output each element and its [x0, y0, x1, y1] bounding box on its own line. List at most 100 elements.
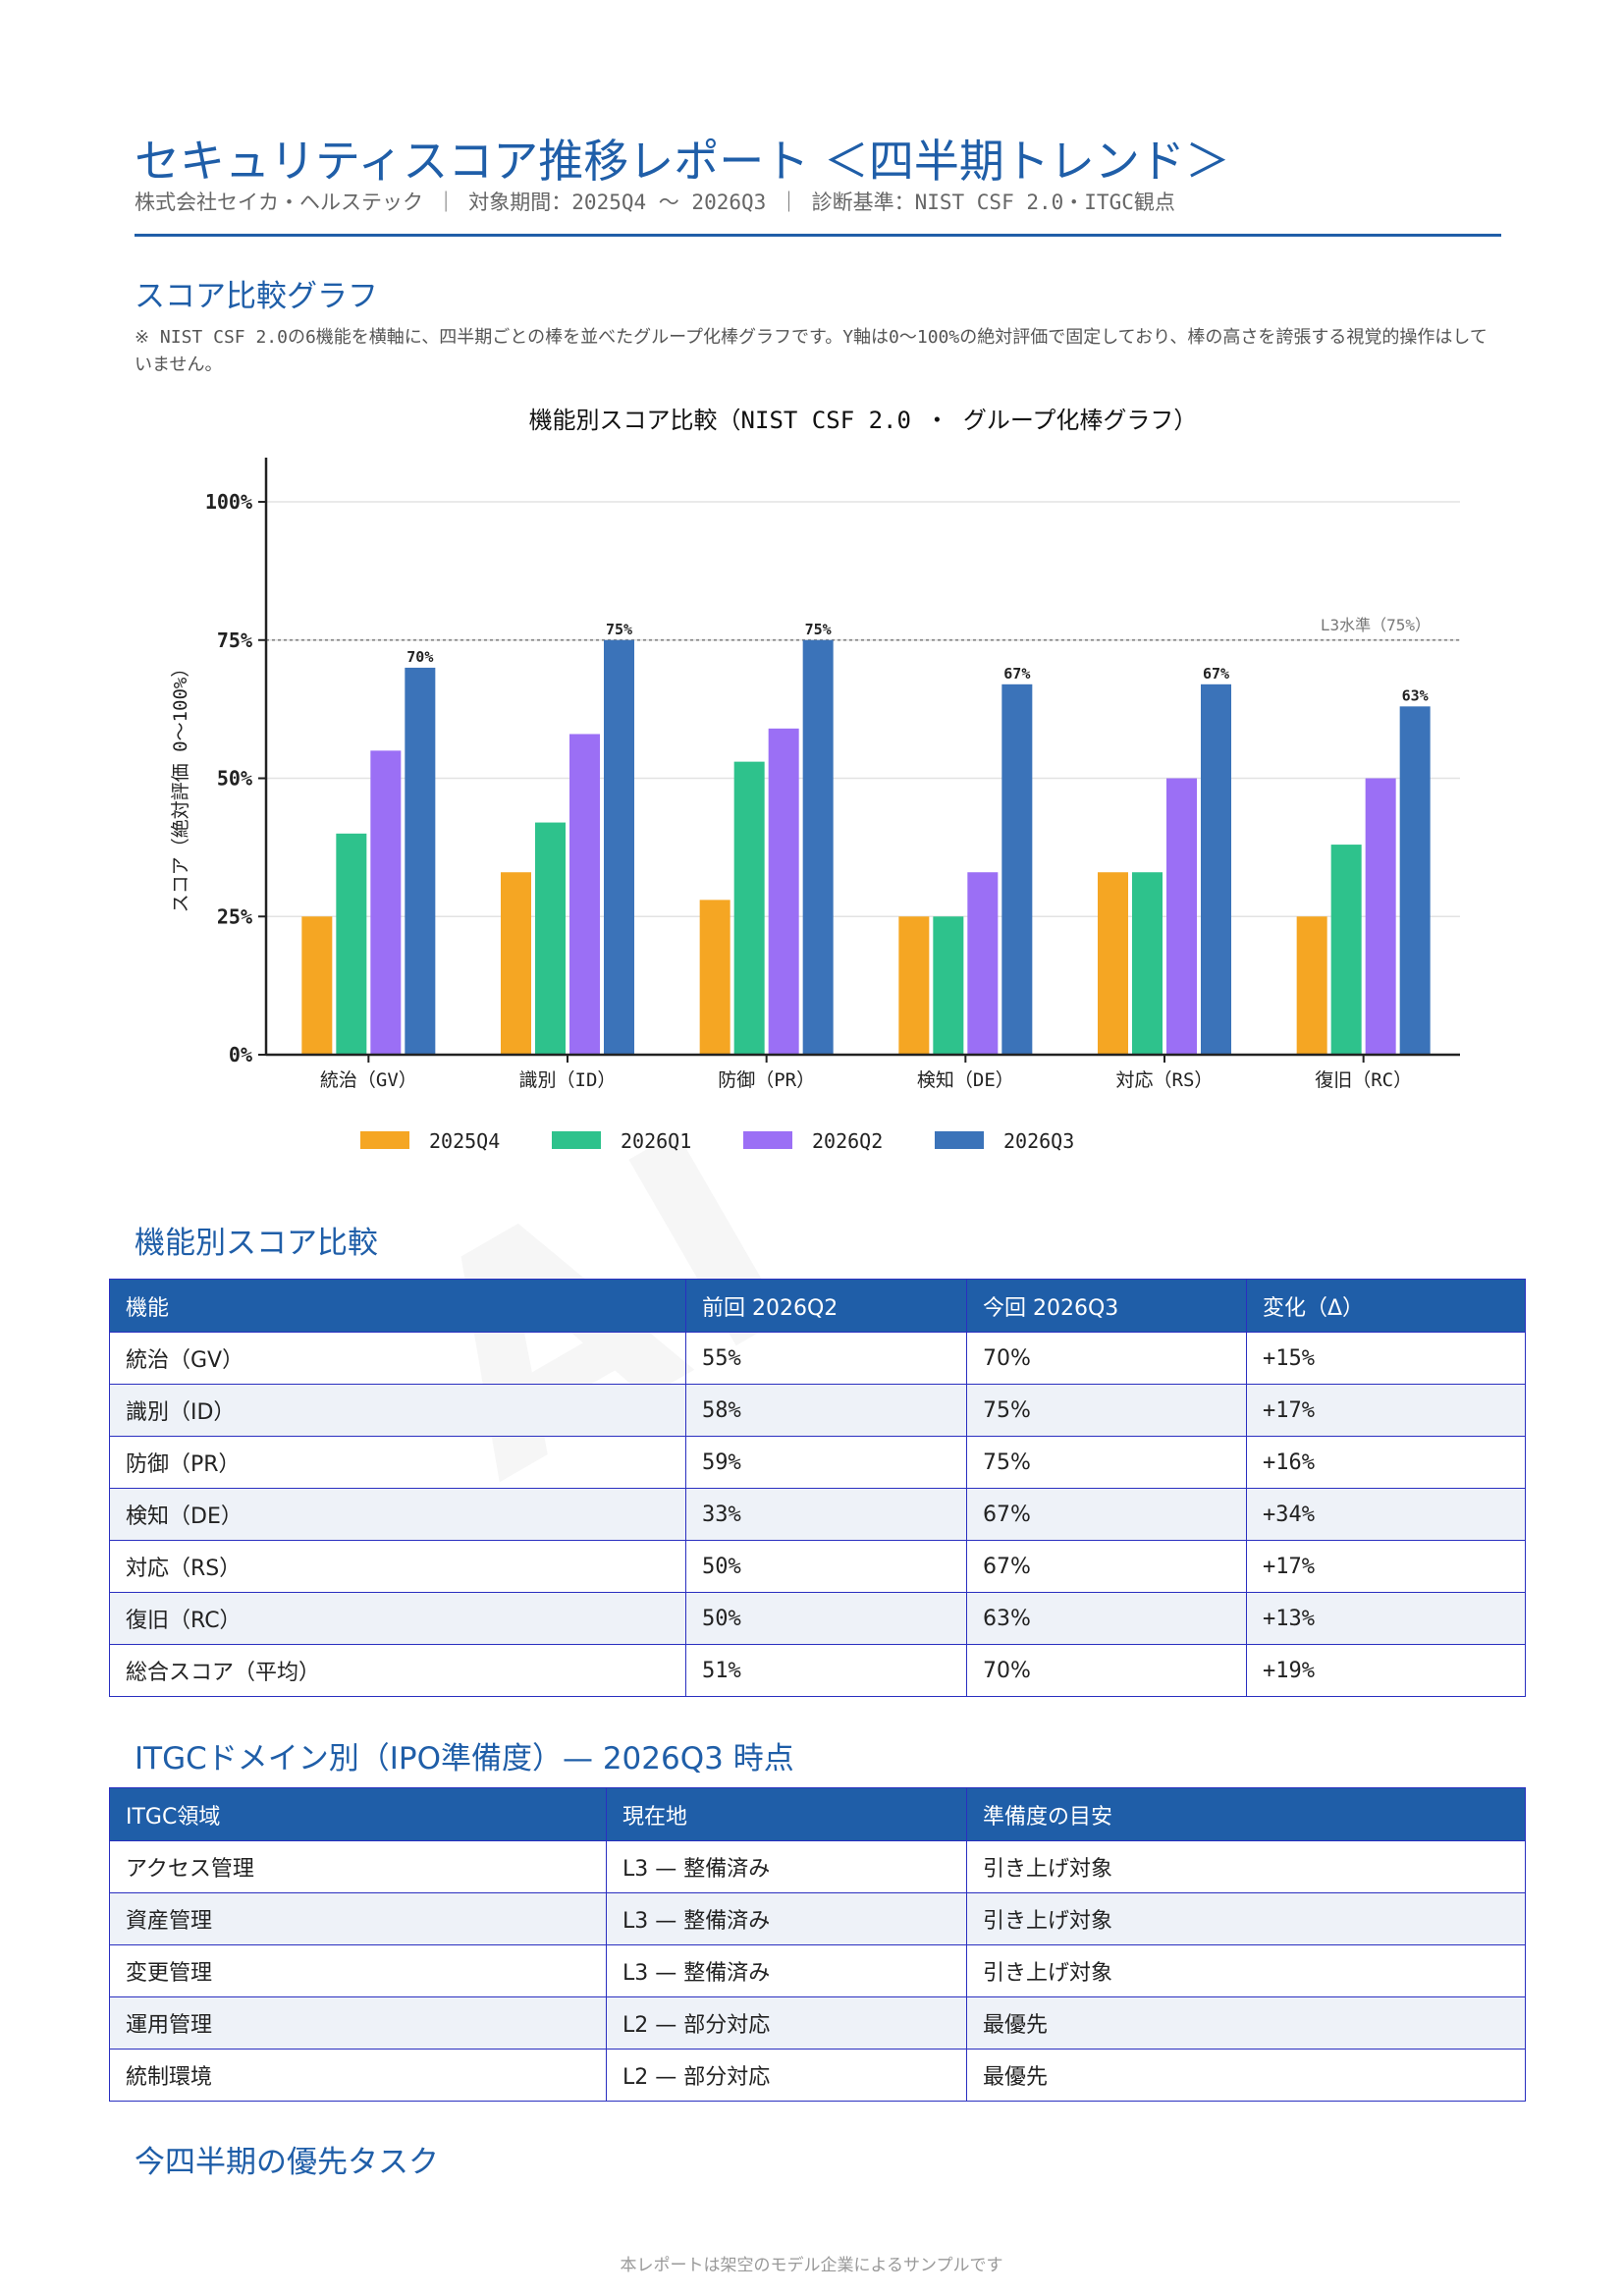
bar-2026q3 [405, 667, 436, 1055]
title-divider [135, 234, 1501, 237]
page-title: セキュリティスコア推移レポート ＜四半期トレンド＞ [135, 135, 1230, 188]
y-axis-label: スコア（絶対評価 0〜100%） [170, 659, 191, 913]
current-score-cell: 67% [966, 1540, 1247, 1593]
bar-2026q2 [967, 872, 999, 1055]
bar-2025q4 [1098, 872, 1128, 1055]
delta-cell: +19% [1246, 1644, 1526, 1697]
function-cell: 対応（RS） [109, 1540, 686, 1593]
x-tick-label: 識別（ID） [519, 1069, 617, 1091]
function-cell: 識別（ID） [109, 1384, 686, 1437]
itgc-domain-cell: アクセス管理 [109, 1840, 607, 1893]
current-score-cell: 75% [966, 1384, 1247, 1437]
function-cell: 防御（PR） [109, 1436, 686, 1489]
chart-section-heading: スコア比較グラフ [135, 279, 378, 314]
legend-label: 2026Q1 [621, 1129, 691, 1153]
y-tick-label: 0% [229, 1043, 252, 1066]
previous-score-cell: 58% [685, 1384, 967, 1437]
bar-2026q2 [1365, 778, 1396, 1055]
y-tick-label: 50% [217, 767, 252, 791]
itgc-level-cell: L2 — 部分対応 [606, 1996, 967, 2050]
x-tick-label: 対応（RS） [1116, 1069, 1214, 1091]
itgc-header-domain: ITGC領域 [109, 1787, 607, 1841]
table-row: 対応（RS） 50% 67% +17% [109, 1540, 1526, 1593]
table-row: 識別（ID） 58% 75% +17% [109, 1384, 1526, 1437]
previous-score-cell: 33% [685, 1488, 967, 1541]
x-tick-label: 検知（DE） [917, 1069, 1014, 1091]
function-cell: 検知（DE） [109, 1488, 686, 1541]
table-row: 資産管理 L3 — 整備済み 引き上げ対象 [109, 1892, 1526, 1945]
table-row: 防御（PR） 59% 75% +16% [109, 1436, 1526, 1489]
bar-value-label: 67% [1003, 665, 1030, 683]
bar-2025q4 [301, 916, 333, 1055]
compare-header-function: 機能 [109, 1279, 686, 1333]
table-row: 検知（DE） 33% 67% +34% [109, 1488, 1526, 1541]
function-cell: 総合スコア（平均） [109, 1644, 686, 1697]
itgc-domain-cell: 資産管理 [109, 1892, 607, 1945]
chart-title: 機能別スコア比較（NIST CSF 2.0 ・ グループ化棒グラフ） [529, 407, 1198, 434]
bar-2026q1 [933, 916, 964, 1055]
current-score-cell: 75% [966, 1436, 1247, 1489]
itgc-readiness-cell: 引き上げ対象 [966, 1840, 1526, 1893]
legend-swatch-2025q4 [360, 1131, 409, 1149]
itgc-table: ITGC領域 現在地 準備度の目安 アクセス管理 L3 — 整備済み 引き上げ対… [109, 1787, 1526, 2102]
previous-score-cell: 50% [685, 1592, 967, 1645]
current-score-cell: 70% [966, 1332, 1247, 1385]
table-row: 運用管理 L2 — 部分対応 最優先 [109, 1996, 1526, 2050]
delta-cell: +15% [1246, 1332, 1526, 1385]
itgc-level-cell: L3 — 整備済み [606, 1944, 967, 1997]
previous-score-cell: 50% [685, 1540, 967, 1593]
bar-2026q1 [733, 761, 765, 1055]
itgc-readiness-cell: 最優先 [966, 2049, 1526, 2102]
bar-2026q1 [1330, 845, 1362, 1055]
itgc-domain-cell: 変更管理 [109, 1944, 607, 1997]
table-row: アクセス管理 L3 — 整備済み 引き上げ対象 [109, 1840, 1526, 1893]
x-tick-label: 防御（PR） [718, 1069, 815, 1091]
bar-2026q2 [370, 750, 402, 1055]
bar-2026q2 [768, 728, 799, 1055]
legend-swatch-2026q3 [935, 1131, 984, 1149]
current-score-cell: 70% [966, 1644, 1247, 1697]
y-tick-label: 75% [217, 629, 252, 652]
previous-score-cell: 59% [685, 1436, 967, 1489]
bar-2025q4 [501, 872, 531, 1055]
compare-section-heading: 機能別スコア比較 [135, 1226, 378, 1261]
bar-2026q3 [1001, 683, 1033, 1055]
table-row: 統制環境 L2 — 部分対応 最優先 [109, 2049, 1526, 2102]
bar-value-label: 67% [1203, 665, 1229, 683]
compare-table: 機能 前回 2026Q2 今回 2026Q3 変化（Δ） 統治（GV） 55% … [109, 1279, 1526, 1697]
itgc-section-heading: ITGCドメイン別（IPO準備度）— 2026Q3 時点 [135, 1741, 794, 1777]
compare-header-delta: 変化（Δ） [1246, 1279, 1526, 1333]
itgc-domain-cell: 運用管理 [109, 1996, 607, 2050]
table-row: 復旧（RC） 50% 63% +13% [109, 1592, 1526, 1645]
itgc-level-cell: L2 — 部分対応 [606, 2049, 967, 2102]
bar-value-label: 63% [1402, 686, 1429, 704]
compare-header-current: 今回 2026Q3 [966, 1279, 1247, 1333]
delta-cell: +17% [1246, 1384, 1526, 1437]
delta-cell: +13% [1246, 1592, 1526, 1645]
bar-2026q3 [1201, 683, 1231, 1055]
legend-swatch-2026q1 [552, 1131, 601, 1149]
bar-2026q1 [535, 822, 566, 1055]
tasks-section-heading: 今四半期の優先タスク [135, 2145, 439, 2180]
reference-line-label: L3水準（75%） [1321, 616, 1431, 634]
function-cell: 復旧（RC） [109, 1592, 686, 1645]
table-row: 統治（GV） 55% 70% +15% [109, 1332, 1526, 1385]
current-score-cell: 67% [966, 1488, 1247, 1541]
footer-note: 本レポートは架空のモデル企業によるサンプルです [620, 2256, 1003, 2275]
itgc-table-header-row: ITGC領域 現在地 準備度の目安 [109, 1787, 1526, 1841]
bar-2026q2 [1166, 778, 1197, 1055]
x-tick-label: 復旧（RC） [1315, 1069, 1412, 1091]
compare-header-previous: 前回 2026Q2 [685, 1279, 967, 1333]
bar-value-label: 75% [606, 621, 632, 638]
y-tick-label: 25% [217, 904, 252, 928]
legend-label: 2026Q2 [812, 1129, 883, 1153]
legend-swatch-2026q2 [743, 1131, 792, 1149]
bar-2026q1 [336, 833, 367, 1055]
itgc-header-readiness: 準備度の目安 [966, 1787, 1526, 1841]
bar-2025q4 [699, 900, 730, 1055]
itgc-level-cell: L3 — 整備済み [606, 1840, 967, 1893]
previous-score-cell: 51% [685, 1644, 967, 1697]
itgc-header-current: 現在地 [606, 1787, 967, 1841]
itgc-readiness-cell: 最優先 [966, 1996, 1526, 2050]
x-tick-label: 統治（GV） [320, 1069, 417, 1091]
